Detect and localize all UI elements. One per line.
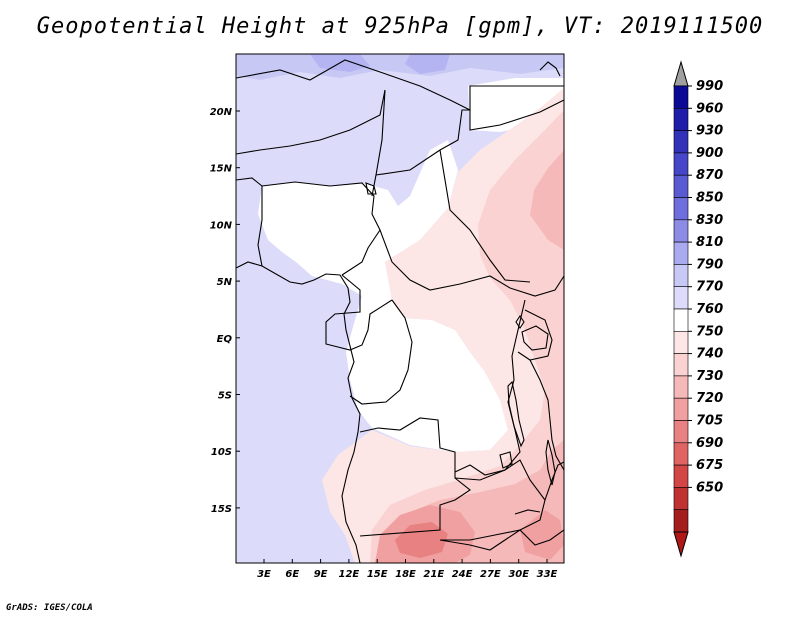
colorbar-swatch [673,174,689,198]
colorbar-swatch [673,197,689,221]
colorbar-top-arrow [673,60,689,87]
map-title: Geopotential Height at 925hPa [gpm], VT:… [36,14,764,39]
border-west [236,177,263,267]
colorbar-swatch [673,353,689,377]
colorbar-label: 760 [696,302,723,317]
colorbar-label: 830 [696,213,723,228]
colorbar-swatch [673,375,689,399]
border-sudan [469,99,564,131]
colorbar-swatch [673,219,689,243]
lon-label: 21E [423,569,444,580]
colorbar-swatch [673,286,689,310]
colorbar-swatch [673,487,689,510]
latitude-axis: 20N 15N 10N 5N EQ 5S 10S 15S [210,107,240,515]
border-namibia-botswana [439,529,564,551]
lat-label: 15N [210,164,233,175]
colorbar: 990 960 930 900 870 850 830 810 790 770 760 750 740 7… [673,60,723,558]
lat-label: 20N [210,107,233,118]
lon-label: 6E [285,569,299,580]
border-congo [349,299,413,405]
border-north-africa [236,59,564,111]
colorbar-swatch [673,397,689,421]
colorbar-label: 810 [696,235,723,250]
lon-label: 15E [367,569,388,580]
lon-label: 18E [395,569,416,580]
colorbar-swatch [673,85,689,109]
colorbar-label: 770 [696,280,723,295]
colorbar-label: 730 [696,369,723,384]
lon-label: 12E [339,569,360,580]
border-angola [359,417,471,537]
border-tanzania [529,359,564,471]
colorbar-label: 850 [696,191,723,206]
grads-credit: GrADS: IGES/COLA [6,603,93,613]
border-southsudan [509,275,564,297]
lake-victoria [521,325,549,351]
field-high-810 [310,54,450,74]
colorbar-swatch [673,464,689,488]
border-uganda [517,309,553,361]
colorbar-swatch [673,442,689,466]
colorbar-label: 690 [696,436,723,451]
lon-label: 3E [257,569,271,580]
lat-label: 5N [217,277,233,288]
lat-label: EQ [217,334,233,345]
lon-label: 9E [314,569,328,580]
lake-tanganyika [507,380,525,448]
colorbar-label: 675 [696,458,723,473]
lon-label: 24E [452,569,473,580]
lake-albert [515,315,525,329]
lon-label: 33E [537,569,558,580]
colorbar-label: 740 [696,347,723,362]
longitude-axis: 3E 6E 9E 12E 15E 18E 21E 24E 27E 30E 33E [257,559,558,580]
lat-label: 5S [218,391,232,402]
colorbar-bottom-arrow [673,531,689,558]
map-frame [235,53,565,564]
lon-label: 27E [480,569,501,580]
colorbar-label: 930 [696,124,723,139]
lake-mweru [499,451,513,469]
border-car [379,229,511,291]
coastline [236,261,361,563]
lake-malawi [545,439,556,486]
border-mali-niger [236,89,386,155]
lake-kariba [514,509,541,515]
lat-label: 10N [210,220,233,231]
lake-chad [365,182,377,195]
colorbar-label: 990 [696,79,723,94]
colorbar-swatch [673,509,689,533]
colorbar-label: 790 [696,257,723,272]
red-sea-coast [539,61,561,77]
colorbar-swatch [673,264,689,287]
colorbar-label: 720 [696,391,723,406]
lon-label: 30E [508,569,529,580]
boundaries [236,59,564,563]
colorbar-label: 900 [696,146,723,161]
colorbar-label: 705 [696,414,723,429]
colorbar-swatch [673,108,689,131]
field-white-760 [258,140,508,452]
field-pink-740 [370,110,564,563]
colorbar-label: 650 [696,480,723,495]
colorbar-label: 960 [696,101,723,116]
lat-label: 10S [211,447,232,458]
border-cameroon-gabon [325,274,393,351]
colorbar-swatch [673,152,689,176]
colorbar-swatch [673,420,689,444]
lat-label: 15S [211,504,232,515]
colorbar-swatch [673,241,689,265]
border-nigeria [261,181,381,276]
field-pink-705 [395,522,448,558]
colorbar-swatch [673,330,689,354]
colorbar-label: 870 [696,168,723,183]
height-field [236,54,564,563]
colorbar-label: 750 [696,324,723,339]
colorbar-swatch [673,308,689,332]
colorbar-swatch [673,130,689,154]
